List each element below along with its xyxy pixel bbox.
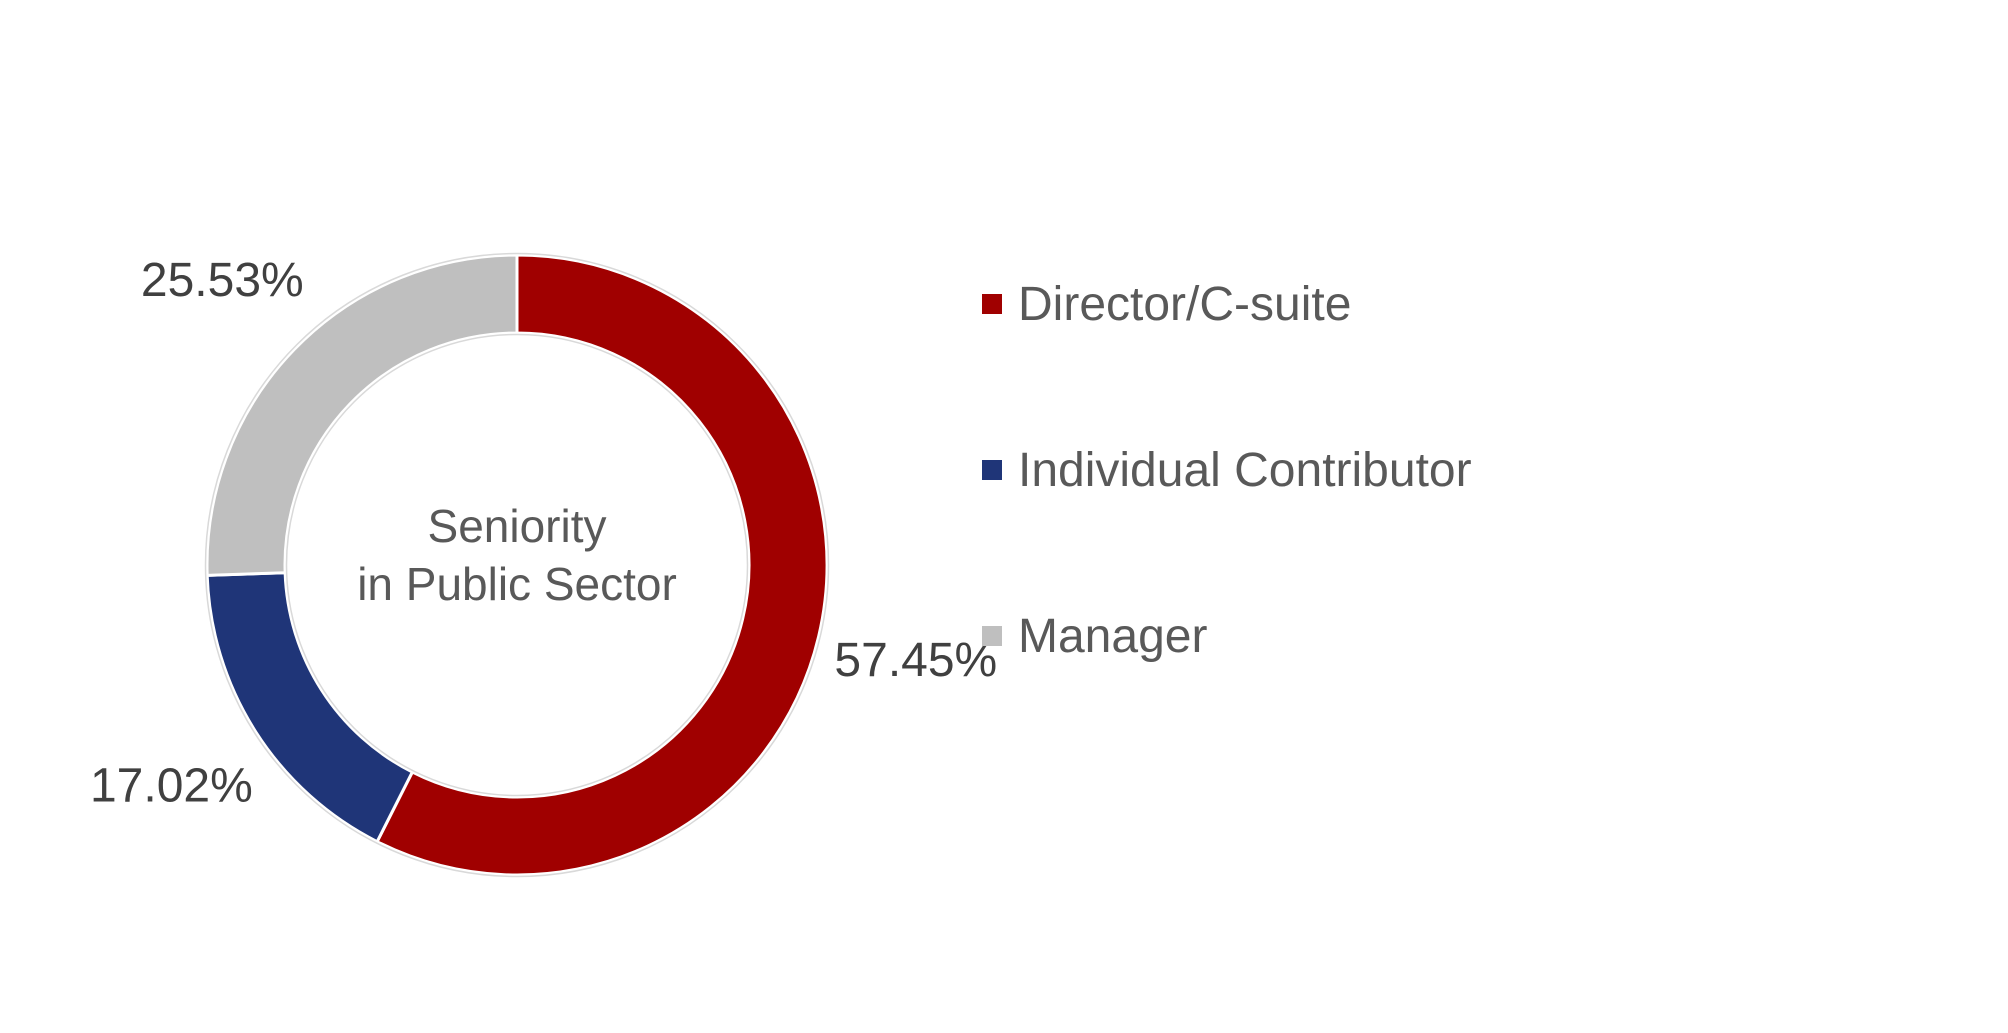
legend-label-individual-contributor: Individual Contributor [1018, 443, 1472, 497]
slice-director [375, 253, 829, 877]
legend: Director/C-suite Individual Contributor … [982, 272, 1472, 770]
legend-item-individual-contributor: Individual Contributor [982, 438, 1472, 502]
donut-outer-outline [204, 252, 830, 878]
value-label-individual-contributor: 17.02% [90, 760, 253, 813]
slice-manager [205, 253, 519, 577]
slice-value-labels: 57.45% 17.02% 25.53% [90, 254, 997, 813]
legend-swatch-director [982, 294, 1002, 314]
legend-item-director: Director/C-suite [982, 272, 1472, 336]
value-label-manager: 25.53% [141, 254, 304, 307]
donut-slices [204, 252, 830, 878]
center-label-line-1: Seniority [428, 500, 607, 552]
center-label-line-2: in Public Sector [357, 558, 677, 610]
legend-item-manager: Manager [982, 604, 1472, 668]
legend-label-director: Director/C-suite [1018, 277, 1352, 331]
legend-label-manager: Manager [1018, 609, 1208, 663]
legend-swatch-manager [982, 626, 1002, 646]
legend-swatch-individual-contributor [982, 460, 1002, 480]
donut-inner-outline [285, 333, 749, 797]
value-label-director: 57.45% [834, 634, 997, 687]
